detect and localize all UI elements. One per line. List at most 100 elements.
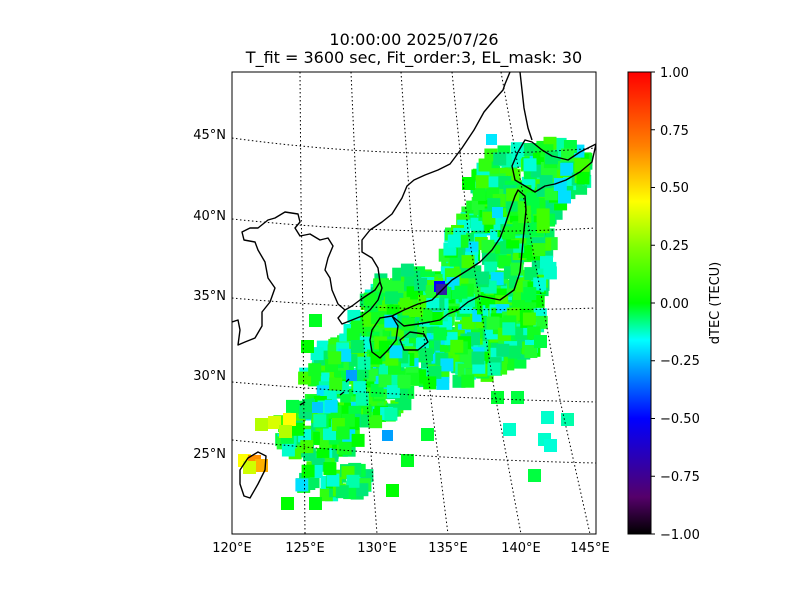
dtec-cell: [329, 377, 343, 391]
dtec-cell: [506, 188, 520, 202]
colorbar: 1.00 0.75 0.50 0.25 0.00 −0.25 −0.50 −0.…: [627, 66, 723, 543]
dtec-cell: [523, 287, 537, 301]
dtec-cell: [391, 280, 404, 293]
colorbar-tick-label: −0.50: [660, 412, 700, 427]
coastline-honshu: [391, 189, 527, 327]
map-title-time: 10:00:00 2025/07/26: [329, 30, 499, 49]
dtec-cell: [428, 365, 442, 379]
dtec-cell: [323, 462, 337, 476]
dtec-cell: [454, 285, 468, 299]
dtec-data-cells: [238, 134, 593, 510]
dtec-cell: [300, 440, 314, 454]
lon-label-125e: 125°E: [285, 541, 325, 556]
dtec-cell: [523, 143, 537, 156]
dtec-cell: [350, 340, 364, 353]
dtec-cell: [401, 317, 415, 331]
dtec-cell: [355, 392, 369, 406]
dtec-cell: [534, 315, 548, 329]
coastline-korea: [337, 281, 383, 325]
dtec-cell: [382, 430, 393, 441]
dtec-cell: [491, 391, 504, 404]
colorbar-axis-label: dTEC (TECU): [708, 262, 723, 345]
dtec-cell: [522, 312, 536, 326]
dtec-cell: [461, 255, 475, 269]
dtec-cell: [397, 374, 411, 388]
lon-label-140e: 140°E: [501, 541, 541, 556]
dtec-cell: [560, 162, 574, 176]
dtec-cell: [281, 443, 295, 457]
dtec-cell: [410, 304, 424, 318]
dtec-cell: [323, 389, 337, 403]
dtec-cell: [471, 351, 485, 365]
coastline-shikoku: [399, 331, 429, 351]
dtec-cell: [341, 413, 355, 427]
dtec-cell: [511, 391, 524, 404]
dtec-cell: [346, 370, 357, 381]
map-area: [232, 72, 596, 534]
dtec-cell: [415, 337, 429, 351]
dtec-cell: [543, 266, 557, 280]
dtec-cell: [298, 371, 312, 385]
latitude-labels: 25°N 30°N 35°N 40°N 45°N: [193, 128, 226, 462]
meridian-125e: [299, 72, 306, 534]
dtec-cell: [357, 356, 371, 370]
dtec-cell: [526, 192, 540, 206]
dtec-cell: [476, 271, 490, 285]
dtec-cell: [351, 433, 365, 447]
longitude-labels: 120°E 125°E 130°E 135°E 140°E 145°E: [212, 541, 610, 556]
dtec-cell: [507, 345, 521, 359]
dtec-cell: [433, 327, 447, 341]
dtec-cell: [510, 262, 524, 276]
dtec-cell: [378, 340, 392, 354]
lat-label-35n: 35°N: [193, 289, 226, 304]
dtec-cell: [336, 426, 350, 440]
dtec-cell: [385, 291, 398, 305]
colorbar-tick-label: 0.00: [660, 297, 689, 312]
dtec-cell: [420, 348, 433, 362]
dtec-cell: [401, 454, 414, 467]
dtec-cell: [286, 399, 299, 413]
dtec-cell: [426, 295, 440, 309]
dtec-cell: [378, 374, 392, 388]
dtec-cell: [302, 398, 315, 412]
dtec-cell: [301, 464, 315, 478]
colorbar-tick-label: −0.75: [660, 470, 700, 485]
lat-label-40n: 40°N: [193, 209, 226, 224]
dtec-cell: [291, 422, 305, 436]
dtec-cell: [414, 277, 428, 291]
dtec-cell: [536, 208, 550, 222]
parallel-35n: [232, 297, 596, 311]
dtec-cell: [461, 316, 475, 330]
coastline-kyushu: [369, 315, 399, 359]
dtec-cell: [492, 207, 503, 218]
map-title-params: T_fit = 3600 sec, Fit_order:3, EL_mask: …: [245, 48, 583, 67]
dtec-cell: [324, 399, 338, 413]
dtec-cell: [243, 461, 256, 474]
dtec-cell: [309, 314, 322, 327]
colorbar-tick-label: −1.00: [660, 528, 700, 543]
coastline-asia-mainland: [232, 72, 511, 346]
dtec-cell: [353, 381, 367, 395]
dtec-cell: [523, 158, 537, 172]
dtec-cell: [436, 376, 450, 390]
dtec-cell: [534, 335, 547, 348]
coastline-hokkaido: [511, 139, 596, 193]
dtec-cell: [475, 175, 489, 189]
dtec-cell: [472, 188, 486, 201]
colorbar-ticks: [651, 71, 655, 535]
coastlines: [232, 72, 596, 499]
dtec-cell: [308, 363, 322, 377]
dtec-cell: [481, 239, 495, 253]
colorbar-tick-label: −0.25: [660, 354, 700, 369]
dtec-cell: [389, 345, 403, 359]
dtec-cell: [421, 428, 434, 441]
colorbar-tick-label: 0.50: [660, 181, 689, 196]
lon-label-135e: 135°E: [428, 541, 468, 556]
dtec-cell: [561, 413, 574, 426]
dtec-cell: [268, 416, 281, 429]
dtec-cell: [309, 497, 322, 510]
dtec-cell: [369, 351, 383, 365]
dtec-cell: [346, 474, 360, 488]
dtec-cell: [486, 316, 500, 330]
